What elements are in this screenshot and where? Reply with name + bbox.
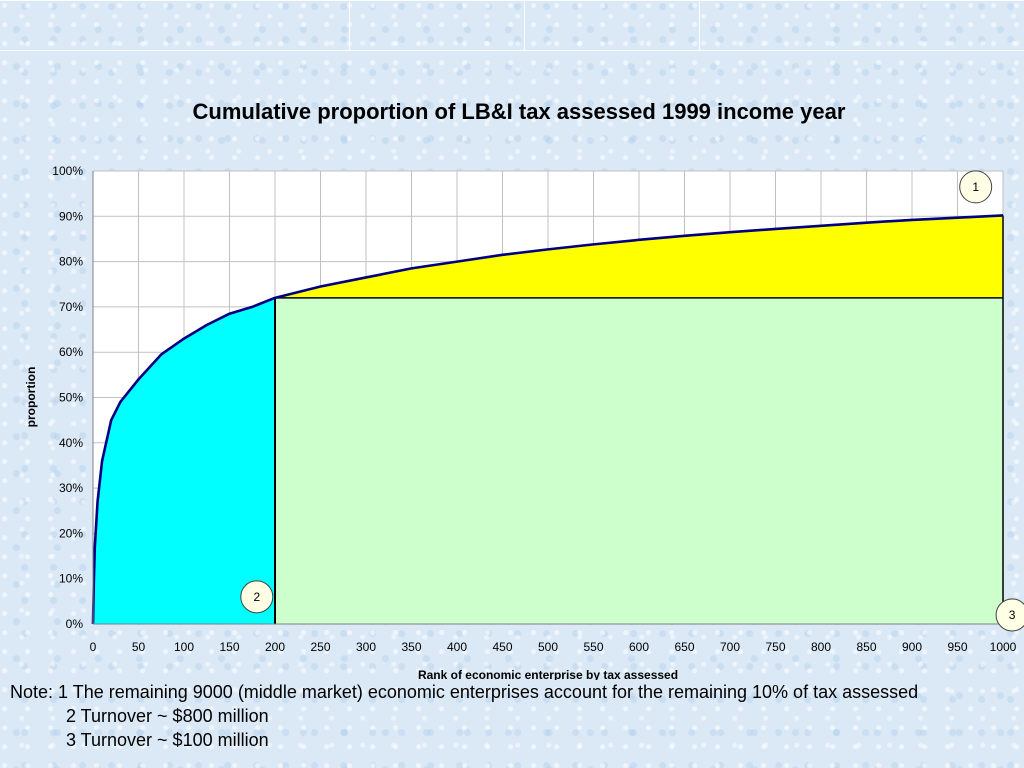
annotation-label: 1: [972, 180, 979, 194]
y-axis-title: proportion: [24, 367, 38, 428]
y-tick-label: 50%: [59, 391, 83, 405]
slide-guide-line: [699, 0, 700, 50]
region-2-area: [275, 297, 1003, 624]
x-tick-label: 550: [583, 640, 603, 654]
x-tick-label: 300: [356, 640, 376, 654]
x-tick-label: 650: [674, 640, 694, 654]
x-tick-label: 700: [720, 640, 740, 654]
annotation-marker: [995, 598, 1024, 632]
x-tick-label: 0: [90, 640, 97, 654]
x-tick-label: 950: [947, 640, 967, 654]
slide-guide-line: [349, 0, 350, 50]
x-tick-label: 750: [765, 640, 785, 654]
annotation-label: 3: [1009, 608, 1016, 622]
note-line-2: 2 Turnover ~ $800 million: [66, 706, 269, 726]
x-tick-label: 1000: [990, 640, 1017, 654]
y-tick-label: 60%: [59, 345, 83, 359]
y-tick-label: 40%: [59, 436, 83, 450]
annotation-label: 2: [253, 590, 260, 604]
slide-guide-line: [0, 50, 1024, 51]
y-tick-label: 20%: [59, 526, 83, 540]
x-tick-label: 600: [629, 640, 649, 654]
slide-guide-line: [0, 0, 1024, 1]
chart-title: Cumulative proportion of LB&I tax assess…: [193, 99, 846, 124]
y-tick-label: 80%: [59, 255, 83, 269]
x-tick-label: 900: [902, 640, 922, 654]
x-tick-label: 200: [265, 640, 285, 654]
y-tick-label: 100%: [52, 164, 83, 178]
x-tick-label: 800: [811, 640, 831, 654]
x-tick-label: 150: [219, 640, 239, 654]
y-tick-label: 90%: [59, 209, 83, 223]
region-3-area: [275, 215, 1003, 298]
annotation-marker: [959, 170, 993, 204]
y-tick-label: 70%: [59, 300, 83, 314]
y-tick-label: 30%: [59, 481, 83, 495]
cumulative-curve: [91, 214, 1004, 625]
note-line-3: 3 Turnover ~ $100 million: [66, 730, 269, 750]
annotation-marker: [240, 580, 274, 614]
plot-area: 0 50 100 150 200 250 300 350 400 450 500 550 600 650 7…: [52, 164, 1024, 654]
chart: Cumulative proportion of LB&I tax assess…: [24, 99, 1024, 680]
footnote: Note: 1 The remaining 9000 (middle marke…: [10, 680, 1020, 752]
x-tick-label: 400: [447, 640, 467, 654]
x-tick-label: 100: [174, 640, 194, 654]
x-tick-label: 250: [310, 640, 330, 654]
x-tick-label: 450: [492, 640, 512, 654]
x-tick-label: 500: [538, 640, 558, 654]
slide-guide-line: [524, 0, 525, 50]
y-tick-label: 10%: [59, 572, 83, 586]
x-tick-label: 350: [401, 640, 421, 654]
x-axis-title: Rank of economic enterprise by tax asses…: [418, 668, 678, 680]
note-line-1: Note: 1 The remaining 9000 (middle marke…: [10, 682, 919, 702]
x-tick-label: 850: [856, 640, 876, 654]
y-tick-label: 0%: [66, 617, 84, 631]
x-tick-label: 50: [132, 640, 146, 654]
